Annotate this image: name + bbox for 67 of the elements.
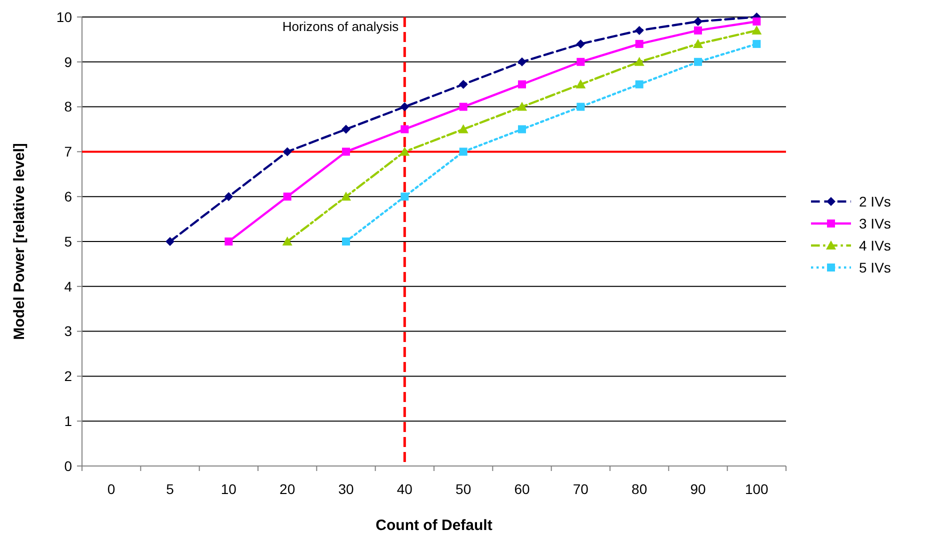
point xyxy=(458,124,468,134)
point xyxy=(576,39,586,48)
ref-line-label: Horizons of analysis xyxy=(282,19,400,34)
x-tick-label: 5 xyxy=(166,481,174,497)
point xyxy=(342,148,350,156)
y-tick-label: 7 xyxy=(64,144,72,160)
x-tick-label: 50 xyxy=(456,481,472,497)
point xyxy=(576,102,585,111)
y-tick-label: 1 xyxy=(64,413,72,429)
point xyxy=(693,38,703,48)
point xyxy=(459,148,468,156)
point xyxy=(400,146,410,156)
y-tick-label: 2 xyxy=(64,368,72,384)
legend-label: 2 IVs xyxy=(859,193,891,210)
x-tick-label: 40 xyxy=(396,481,413,497)
point xyxy=(283,192,292,201)
y-tick-label: 5 xyxy=(64,233,72,250)
x-tick-label: 70 xyxy=(572,481,589,497)
x-tick-label: 100 xyxy=(744,481,769,497)
point xyxy=(752,40,761,48)
x-tick-label: 20 xyxy=(280,481,296,497)
point xyxy=(752,17,761,26)
point xyxy=(635,80,644,88)
x-tick-label: 60 xyxy=(514,481,530,497)
y-tick-label: 6 xyxy=(64,188,72,204)
point xyxy=(635,40,644,48)
x-tick-label: 10 xyxy=(220,481,237,497)
point xyxy=(518,57,526,66)
point xyxy=(634,26,644,35)
y-tick-label: 0 xyxy=(64,458,72,474)
point xyxy=(342,124,350,134)
x-tick-label: 90 xyxy=(690,481,706,497)
point xyxy=(341,192,351,201)
point xyxy=(576,58,585,66)
point xyxy=(166,237,174,246)
legend-label: 3 IVs xyxy=(859,215,891,232)
point xyxy=(400,102,410,112)
legend-label: 5 IVs xyxy=(859,259,891,276)
x-tick-label: 80 xyxy=(632,481,648,497)
point xyxy=(400,125,409,134)
point xyxy=(282,147,292,156)
point xyxy=(342,238,350,246)
point xyxy=(694,16,702,26)
x-tick-label: 0 xyxy=(107,481,116,497)
legend-label: 4 IVs xyxy=(859,237,891,254)
point xyxy=(458,80,468,89)
point xyxy=(459,102,468,111)
x-axis-title: Count of Default xyxy=(376,517,492,534)
y-tick-label: 9 xyxy=(64,54,72,70)
point xyxy=(224,238,233,246)
y-axis-title: Model Power [relative level] xyxy=(11,143,28,340)
y-tick-label: 3 xyxy=(64,323,72,340)
point xyxy=(694,58,702,66)
point xyxy=(694,26,702,34)
y-tick-label: 4 xyxy=(64,278,72,294)
x-tick-label: 30 xyxy=(338,481,354,497)
point xyxy=(752,25,762,34)
point xyxy=(282,236,292,246)
point xyxy=(224,192,234,202)
point xyxy=(518,80,526,88)
y-tick-label: 8 xyxy=(64,98,72,115)
point xyxy=(634,56,644,66)
y-tick-label: 10 xyxy=(56,8,72,25)
point xyxy=(400,192,409,201)
point xyxy=(518,125,526,134)
point xyxy=(517,102,527,111)
point xyxy=(576,79,586,88)
